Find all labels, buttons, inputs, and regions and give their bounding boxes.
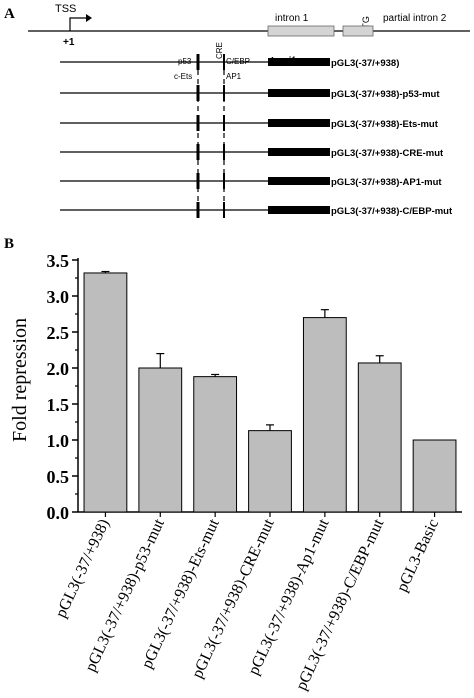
panel-b-chart: B Fold repression 0.0 0.5 1.0 1.5 2.0 2.5 3.0 3… — [4, 236, 462, 693]
luciferase-box — [268, 89, 330, 97]
luciferase-box — [268, 177, 330, 185]
luciferase-box — [268, 119, 330, 127]
panel-b-label: B — [4, 236, 14, 252]
site-label-ap1: AP1 — [226, 72, 242, 81]
tss-arrowhead-icon — [86, 14, 92, 22]
bar — [357, 362, 402, 513]
atg-label: ATG — [361, 16, 371, 34]
construct-name: pGL3(-37/+938)-AP1-mut — [331, 177, 442, 188]
construct-name: pGL3(-37/+938)-Ets-mut — [331, 119, 439, 130]
intron2-box — [342, 25, 374, 37]
construct-row: pGL3(-37/+938) — [60, 54, 399, 70]
construct-list: pGL3(-37/+938) pGL3(-37/+938)-p53-mut pGL3… — [60, 54, 453, 218]
intron1-box — [267, 25, 335, 37]
construct-row: pGL3(-37/+938)-AP1-mut — [60, 173, 442, 189]
y-tick-label: 1.5 — [47, 395, 70, 415]
bar — [412, 439, 457, 513]
partial-intron2-label: partial intron 2 — [383, 13, 447, 24]
bar — [193, 376, 238, 513]
bar — [248, 430, 292, 513]
construct-name: pGL3(-37/+938)-CRE-mut — [331, 148, 444, 159]
construct-name: pGL3(-37/+938)-p53-mut — [331, 89, 440, 100]
y-tick-label: 0.0 — [47, 503, 70, 523]
cre-site-marker — [223, 115, 225, 131]
bar — [302, 317, 347, 513]
y-axis-label: Fold repression — [9, 318, 31, 442]
y-tick-label: 1.0 — [47, 431, 70, 451]
site-label-cre: CRE — [215, 42, 224, 59]
chart-axes: 0.0 0.5 1.0 1.5 2.0 2.5 3.0 3.5 — [47, 251, 462, 523]
y-tick-label: 3.0 — [47, 287, 70, 307]
p53-site-marker — [196, 54, 200, 70]
x-tick-label: pGL3(-37/+938) — [53, 517, 114, 621]
construct-row: pGL3(-37/+938)-C/EBP-mut — [60, 202, 453, 218]
bar — [138, 367, 183, 513]
luciferase-box — [268, 206, 330, 214]
p53-site-marker — [196, 115, 200, 131]
cre-site-marker — [223, 202, 225, 218]
p53-site-marker — [196, 202, 200, 218]
site-label-cets: c-Ets — [174, 72, 192, 81]
chart-bars — [83, 270, 457, 513]
luciferase-box — [268, 148, 330, 156]
y-tick-label: 3.5 — [47, 251, 70, 271]
plus-one-label: +1 — [63, 37, 75, 48]
luciferase-box — [268, 58, 330, 66]
construct-row: pGL3(-37/+938)-Ets-mut — [60, 115, 439, 131]
y-tick-label: 2.5 — [47, 323, 70, 343]
construct-row: pGL3(-37/+938)-p53-mut — [60, 85, 440, 101]
tss-label: TSS — [55, 3, 76, 15]
y-tick-label: 2.0 — [47, 359, 70, 379]
construct-name: pGL3(-37/+938) — [331, 58, 399, 69]
construct-name: pGL3(-37/+938)-C/EBP-mut — [331, 206, 453, 217]
panel-a-schematic: A TSS +1 intron 1 ATG partial intron 2 p… — [4, 3, 470, 218]
intron1-label: intron 1 — [275, 13, 309, 24]
bar — [83, 272, 128, 513]
x-tick-labels: pGL3(-37/+938)pGL3(-37/+938)-p53-mutpGL3… — [53, 516, 443, 693]
construct-row: pGL3(-37/+938)-CRE-mut — [60, 144, 444, 160]
panel-a-label: A — [4, 6, 15, 22]
y-tick-label: 0.5 — [47, 467, 70, 487]
tss-arrow-icon — [69, 17, 86, 31]
cre-site-marker — [223, 54, 225, 70]
x-tick-label: pGL3-Basic — [394, 517, 442, 595]
